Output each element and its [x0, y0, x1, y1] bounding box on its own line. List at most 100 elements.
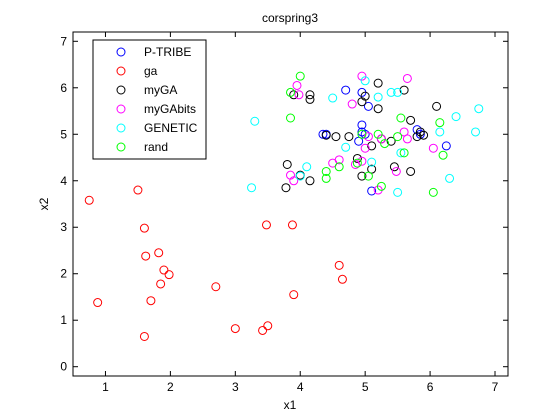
- data-point: [363, 171, 373, 181]
- data-points: [84, 71, 484, 341]
- data-point: [393, 132, 403, 142]
- legend-entry: myGA: [144, 83, 177, 97]
- data-point: [428, 187, 438, 197]
- data-point: [360, 76, 370, 86]
- data-point: [360, 143, 370, 153]
- data-point: [286, 87, 295, 97]
- data-point: [341, 85, 351, 95]
- data-point: [337, 274, 347, 284]
- data-point: [156, 279, 166, 289]
- data-point: [360, 91, 370, 101]
- data-point: [159, 265, 169, 275]
- data-point: [380, 139, 390, 149]
- data-point: [295, 71, 305, 81]
- axes-frame: [72, 31, 509, 377]
- data-point: [292, 80, 302, 90]
- data-point: [386, 87, 396, 97]
- data-point: [357, 120, 367, 130]
- data-point: [289, 176, 299, 186]
- data-point: [406, 115, 416, 125]
- data-point: [432, 101, 442, 111]
- x-tick-label: 5: [362, 380, 369, 394]
- data-point: [412, 132, 422, 142]
- data-point: [445, 173, 455, 183]
- series-rand: [286, 71, 448, 197]
- series-genetic: [197, 76, 484, 197]
- data-point: [133, 185, 143, 195]
- y-tick-label: 5: [60, 127, 67, 141]
- data-point: [367, 186, 377, 196]
- legend-marker: [116, 142, 126, 152]
- data-point: [357, 71, 367, 81]
- data-point: [373, 104, 383, 114]
- data-point: [211, 282, 221, 292]
- data-point: [396, 113, 406, 123]
- legend: P-TRIBE ga myGA myGAbits GENETIC rand: [92, 39, 207, 160]
- data-point: [357, 129, 367, 139]
- data-point: [373, 78, 383, 88]
- data-point: [396, 148, 406, 158]
- legend-marker: [116, 47, 126, 57]
- series-ga: [84, 185, 347, 341]
- data-point: [399, 85, 409, 95]
- legend-entry: rand: [144, 140, 168, 154]
- data-point: [321, 173, 331, 183]
- data-point: [146, 296, 156, 306]
- data-point: [376, 181, 386, 191]
- data-point: [334, 260, 344, 270]
- data-point: [305, 94, 315, 104]
- legend-entry: ga: [144, 64, 158, 78]
- data-point: [344, 132, 354, 142]
- data-point: [402, 134, 412, 144]
- legend-marker: [116, 85, 126, 95]
- legend-marker: [116, 123, 126, 133]
- y-tick-label: 4: [60, 174, 67, 188]
- data-point: [154, 248, 164, 258]
- chart-title: corspring3: [262, 11, 318, 25]
- data-point: [399, 148, 409, 158]
- data-point: [305, 176, 315, 186]
- data-point: [258, 325, 268, 335]
- data-point: [435, 127, 445, 137]
- x-tick-label: 7: [492, 380, 499, 394]
- data-point: [295, 171, 305, 181]
- y-tick-label: 0: [60, 360, 67, 374]
- data-point: [389, 162, 399, 172]
- y-tick-label: 6: [60, 81, 67, 95]
- data-point: [250, 116, 260, 126]
- data-point: [347, 99, 357, 109]
- data-point: [441, 141, 451, 151]
- data-point: [281, 183, 291, 193]
- data-point: [302, 162, 312, 172]
- y-axis-label: x2: [37, 197, 51, 210]
- x-tick-label: 3: [232, 380, 239, 394]
- data-point: [438, 150, 448, 160]
- data-point: [357, 171, 367, 181]
- data-point: [367, 157, 377, 167]
- data-point: [402, 73, 412, 83]
- x-tick-label: 1: [102, 380, 109, 394]
- data-point: [230, 324, 240, 334]
- data-point: [84, 195, 94, 205]
- data-point: [286, 170, 295, 180]
- axis-ticks: 1 2 3 4 5 6 7 0 1 2 3 4 5 6 7: [60, 32, 508, 394]
- data-point: [263, 321, 273, 331]
- data-point: [376, 134, 386, 144]
- data-point: [321, 166, 331, 176]
- data-point: [386, 136, 396, 146]
- legend-entry: myGAbits: [144, 102, 196, 116]
- x-tick-label: 2: [167, 380, 174, 394]
- data-point: [286, 113, 295, 123]
- series-myga: [281, 78, 442, 193]
- data-point: [428, 143, 438, 153]
- data-point: [294, 90, 304, 100]
- data-point: [139, 331, 149, 341]
- data-point: [289, 290, 299, 300]
- data-point: [321, 130, 331, 140]
- y-tick-label: 2: [60, 267, 67, 281]
- y-tick-label: 3: [60, 220, 67, 234]
- data-point: [373, 92, 383, 102]
- x-tick-label: 4: [297, 380, 304, 394]
